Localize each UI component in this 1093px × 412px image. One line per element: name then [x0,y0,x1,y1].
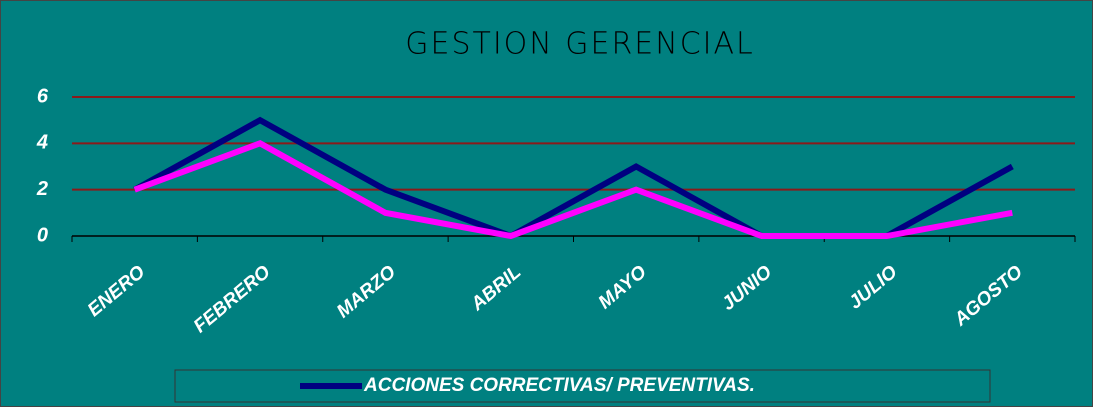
chart-title: GESTION GERENCIAL [405,27,754,62]
y-tick-label: 4 [36,132,48,154]
y-tick-label: 0 [37,224,48,246]
legend-box [174,369,991,403]
y-tick-label: 6 [37,85,49,107]
y-tick-label: 2 [36,178,48,200]
series-line [133,140,1013,240]
legend-label: ACCIONES CORRECTIVAS/ PREVENTIVAS. [363,375,755,396]
